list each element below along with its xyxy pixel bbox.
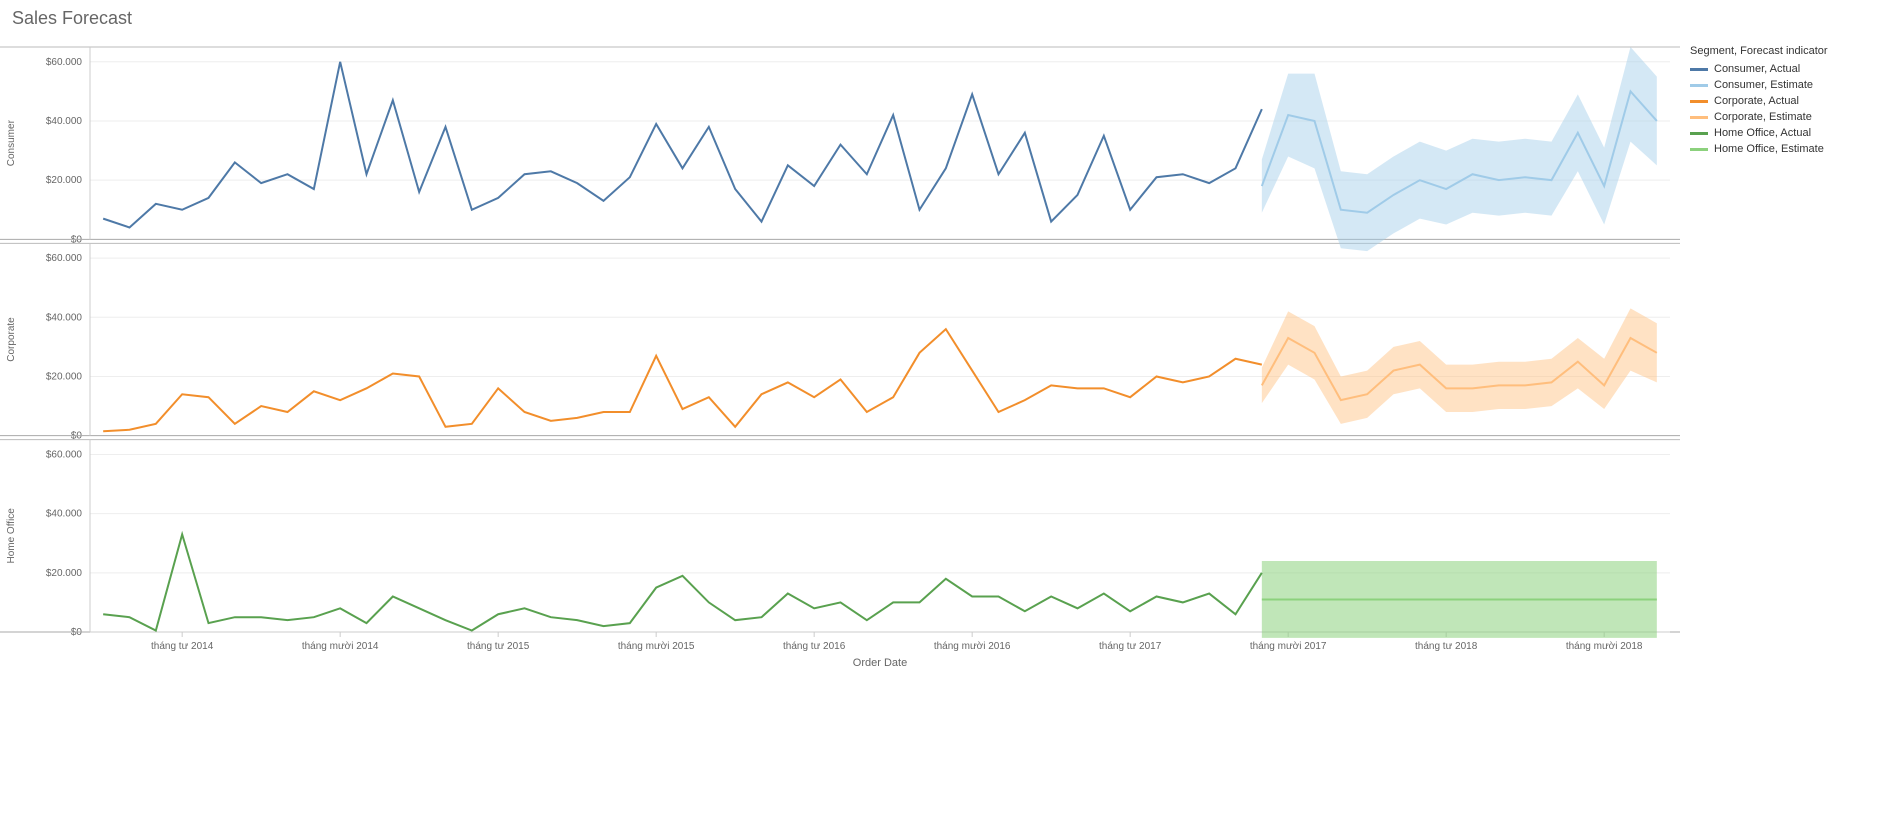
legend-swatch bbox=[1690, 148, 1708, 151]
svg-text:tháng mười 2016: tháng mười 2016 bbox=[934, 641, 1011, 652]
svg-text:Corporate: Corporate bbox=[6, 317, 17, 362]
svg-text:$40.000: $40.000 bbox=[46, 116, 83, 127]
svg-text:Consumer: Consumer bbox=[6, 119, 17, 166]
svg-text:tháng mười 2017: tháng mười 2017 bbox=[1250, 641, 1327, 652]
legend-item-0[interactable]: Consumer, Actual bbox=[1690, 61, 1890, 77]
legend-swatch bbox=[1690, 100, 1708, 103]
legend-item-3[interactable]: Corporate, Estimate bbox=[1690, 109, 1890, 125]
legend-label: Corporate, Actual bbox=[1714, 95, 1799, 107]
legend-item-1[interactable]: Consumer, Estimate bbox=[1690, 77, 1890, 93]
svg-text:$40.000: $40.000 bbox=[46, 312, 83, 323]
actual-line bbox=[103, 534, 1262, 630]
dashboard: $0$20.000$40.000$60.000Consumer$0$20.000… bbox=[0, 37, 1894, 677]
svg-text:$20.000: $20.000 bbox=[46, 175, 83, 186]
svg-text:Home Office: Home Office bbox=[6, 508, 17, 564]
svg-text:$60.000: $60.000 bbox=[46, 449, 83, 460]
svg-text:tháng tư 2014: tháng tư 2014 bbox=[151, 641, 214, 652]
chart-title: Sales Forecast bbox=[0, 0, 1894, 37]
actual-line bbox=[103, 62, 1262, 228]
svg-text:tháng mười 2015: tháng mười 2015 bbox=[618, 641, 695, 652]
legend-label: Consumer, Estimate bbox=[1714, 79, 1813, 91]
legend: Segment, Forecast indicator Consumer, Ac… bbox=[1686, 37, 1894, 677]
actual-line bbox=[103, 329, 1262, 431]
legend-item-5[interactable]: Home Office, Estimate bbox=[1690, 141, 1890, 157]
legend-title: Segment, Forecast indicator bbox=[1690, 45, 1890, 57]
svg-text:tháng tư 2015: tháng tư 2015 bbox=[467, 641, 530, 652]
forecast-chart: $0$20.000$40.000$60.000Consumer$0$20.000… bbox=[0, 37, 1680, 677]
legend-swatch bbox=[1690, 68, 1708, 71]
legend-item-4[interactable]: Home Office, Actual bbox=[1690, 125, 1890, 141]
svg-text:$60.000: $60.000 bbox=[46, 57, 83, 68]
svg-text:$20.000: $20.000 bbox=[46, 568, 83, 579]
legend-item-2[interactable]: Corporate, Actual bbox=[1690, 93, 1890, 109]
legend-swatch bbox=[1690, 132, 1708, 135]
svg-text:tháng mười 2018: tháng mười 2018 bbox=[1566, 641, 1643, 652]
svg-text:tháng mười 2014: tháng mười 2014 bbox=[302, 641, 379, 652]
legend-label: Consumer, Actual bbox=[1714, 63, 1800, 75]
forecast-band bbox=[1262, 47, 1657, 251]
svg-text:Order Date: Order Date bbox=[853, 657, 907, 669]
svg-text:tháng tư 2018: tháng tư 2018 bbox=[1415, 641, 1478, 652]
legend-swatch bbox=[1690, 116, 1708, 119]
plot-area: $0$20.000$40.000$60.000Consumer$0$20.000… bbox=[0, 37, 1686, 677]
legend-label: Home Office, Estimate bbox=[1714, 143, 1824, 155]
svg-text:tháng tư 2016: tháng tư 2016 bbox=[783, 641, 846, 652]
legend-label: Home Office, Actual bbox=[1714, 127, 1811, 139]
svg-text:tháng tư 2017: tháng tư 2017 bbox=[1099, 641, 1162, 652]
svg-text:$40.000: $40.000 bbox=[46, 509, 83, 520]
svg-text:$20.000: $20.000 bbox=[46, 371, 83, 382]
legend-swatch bbox=[1690, 84, 1708, 87]
legend-label: Corporate, Estimate bbox=[1714, 111, 1812, 123]
svg-text:$60.000: $60.000 bbox=[46, 253, 83, 264]
